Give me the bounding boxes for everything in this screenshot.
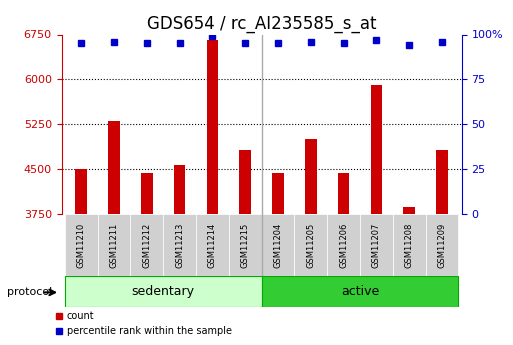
Bar [393, 214, 426, 276]
Bar [65, 276, 262, 307]
Bar [97, 214, 130, 276]
Bar [272, 173, 284, 214]
Bar [305, 139, 317, 214]
Bar [262, 276, 459, 307]
Bar [65, 214, 97, 276]
Text: GSM11213: GSM11213 [175, 222, 184, 268]
Text: GSM11208: GSM11208 [405, 222, 413, 268]
Title: GDS654 / rc_AI235585_s_at: GDS654 / rc_AI235585_s_at [147, 15, 377, 33]
Text: GSM11207: GSM11207 [372, 222, 381, 268]
Bar [196, 214, 229, 276]
Text: GSM11214: GSM11214 [208, 222, 217, 268]
Bar [426, 214, 459, 276]
Legend: count, percentile rank within the sample: count, percentile rank within the sample [51, 307, 235, 340]
Text: sedentary: sedentary [132, 285, 195, 298]
Bar [141, 172, 152, 214]
Text: GSM11206: GSM11206 [339, 222, 348, 268]
Bar [262, 214, 294, 276]
Bar [404, 207, 415, 214]
Bar [229, 214, 262, 276]
Text: active: active [341, 285, 379, 298]
Bar [75, 169, 87, 214]
Bar [163, 214, 196, 276]
Bar [294, 214, 327, 276]
Bar [174, 166, 185, 214]
Bar [327, 214, 360, 276]
Bar [207, 40, 218, 214]
Bar [436, 150, 448, 214]
Text: GSM11212: GSM11212 [142, 222, 151, 268]
Text: GSM11204: GSM11204 [273, 222, 283, 268]
Text: protocol: protocol [7, 287, 52, 296]
Text: GSM11210: GSM11210 [77, 222, 86, 268]
Bar [108, 121, 120, 214]
Text: GSM11215: GSM11215 [241, 222, 250, 268]
Bar [371, 85, 382, 214]
Bar [338, 173, 349, 214]
Text: GSM11211: GSM11211 [110, 222, 119, 268]
Bar [240, 150, 251, 214]
Text: GSM11209: GSM11209 [438, 222, 446, 268]
Bar [360, 214, 393, 276]
Bar [130, 214, 163, 276]
Text: GSM11205: GSM11205 [306, 222, 315, 268]
